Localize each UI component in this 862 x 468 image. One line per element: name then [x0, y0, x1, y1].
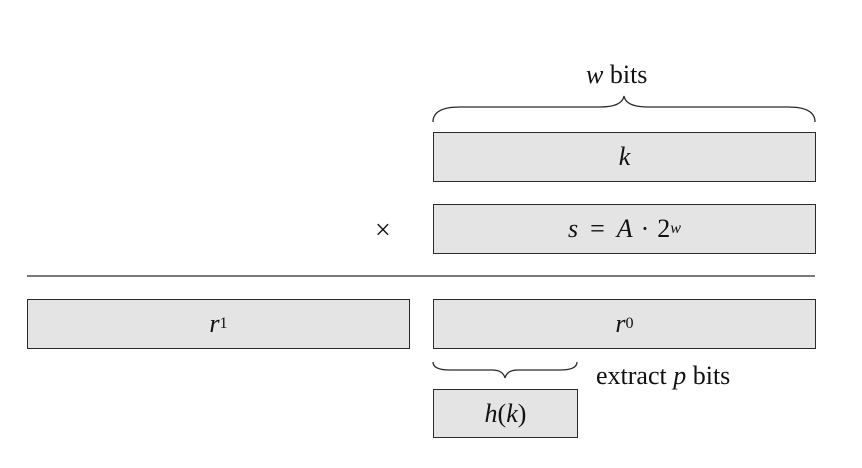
extract-bits-text: bits — [686, 361, 731, 390]
r1-variable: r — [209, 309, 220, 338]
close-paren: ) — [517, 398, 527, 428]
w-variable: w — [586, 60, 604, 89]
equals-sign: = — [590, 214, 605, 243]
top-brace — [432, 95, 816, 123]
a-constant: A — [616, 214, 633, 243]
s-variable: s — [567, 214, 579, 243]
two-base: 2 — [657, 214, 671, 243]
p-variable: p — [673, 361, 687, 390]
k-argument: k — [506, 398, 518, 428]
open-paren: ( — [497, 398, 507, 428]
word-size-label: w bits — [586, 62, 647, 88]
extract-brace — [432, 361, 578, 379]
bits-text: bits — [603, 60, 648, 89]
key-box: k — [433, 132, 816, 182]
dot-operator: · — [640, 214, 650, 243]
r0-variable: r — [615, 309, 626, 338]
multiply-operator: × — [375, 215, 391, 246]
k-variable: k — [618, 142, 631, 171]
hash-value-box: h(k) — [433, 389, 578, 438]
extract-text: extract — [596, 361, 674, 390]
extract-label: extract p bits — [596, 363, 730, 389]
h-function: h — [484, 398, 498, 428]
